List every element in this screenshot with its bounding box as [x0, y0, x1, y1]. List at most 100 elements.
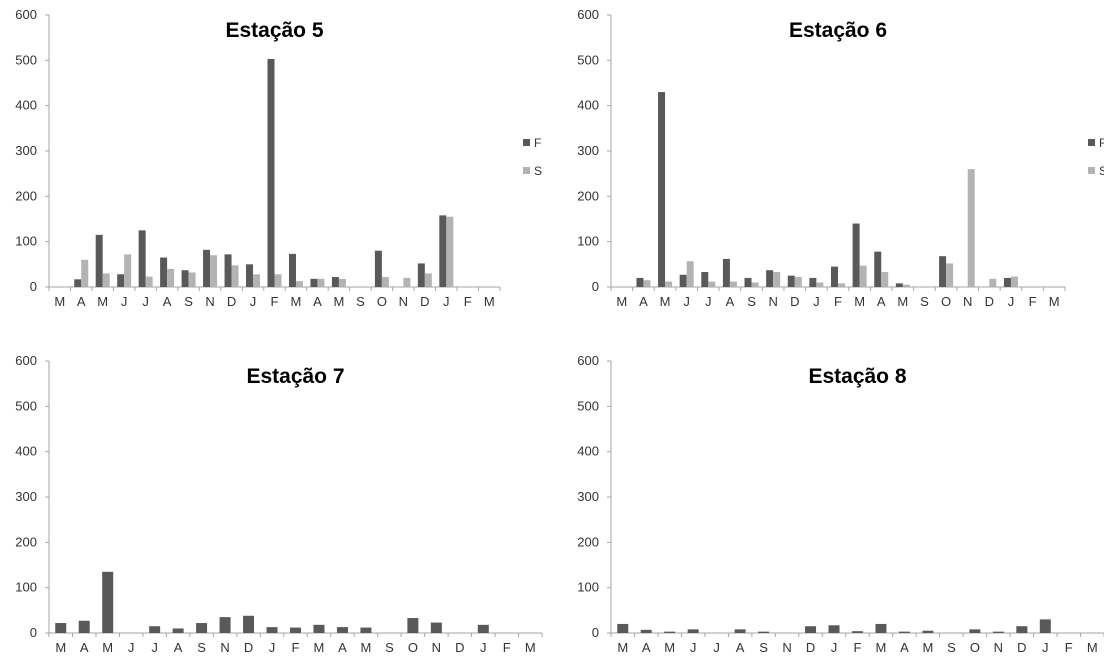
bar: [149, 626, 161, 633]
bar: [687, 629, 699, 633]
y-tick-label: 400: [15, 444, 37, 459]
bar-s: [708, 281, 716, 287]
x-tick-label: F: [292, 640, 300, 655]
bar-f: [288, 253, 296, 287]
y-tick-label: 600: [577, 7, 599, 22]
x-tick-label: N: [963, 294, 972, 309]
bar-s: [317, 278, 325, 287]
bar-f: [160, 257, 168, 287]
bar-f: [809, 277, 817, 287]
bar-f: [310, 278, 318, 287]
x-tick-label: N: [432, 640, 441, 655]
x-tick-label: S: [920, 294, 929, 309]
x-tick-label: J: [690, 640, 697, 655]
y-tick-label: 300: [577, 143, 599, 158]
bar: [969, 629, 981, 633]
bar-s: [81, 259, 89, 287]
bar: [290, 627, 301, 633]
bar-f: [895, 283, 903, 287]
bar-f: [181, 270, 189, 287]
bar: [734, 629, 746, 633]
bar-f: [701, 272, 709, 287]
x-tick-label: J: [443, 294, 450, 309]
x-tick-label: M: [334, 294, 345, 309]
x-tick-label: J: [831, 640, 838, 655]
bar: [828, 625, 840, 633]
bar-f: [203, 249, 211, 287]
bar-s: [295, 281, 303, 287]
bar-s: [946, 263, 954, 287]
bar: [898, 631, 910, 633]
bar-s: [665, 281, 673, 287]
y-tick-label: 300: [15, 143, 37, 158]
bar-s: [751, 282, 759, 287]
bar: [805, 626, 817, 633]
x-tick-label: S: [759, 640, 768, 655]
x-tick-label: D: [985, 294, 994, 309]
bar-s: [253, 274, 261, 287]
x-tick-label: D: [227, 294, 236, 309]
bar: [1039, 619, 1051, 633]
x-tick-label: J: [813, 294, 820, 309]
bar: [617, 623, 629, 633]
bar: [243, 615, 255, 633]
x-tick-label: O: [377, 294, 387, 309]
x-tick-label: N: [782, 640, 791, 655]
x-tick-label: D: [790, 294, 799, 309]
bar-s: [989, 278, 997, 287]
x-tick-label: J: [151, 640, 158, 655]
bar: [196, 623, 208, 633]
x-tick-label: M: [897, 294, 908, 309]
y-tick-label: 500: [15, 52, 37, 67]
bar-f: [1003, 277, 1011, 287]
bar-f: [766, 270, 774, 287]
x-tick-label: D: [420, 294, 429, 309]
y-tick-label: 300: [577, 489, 599, 504]
legend-swatch: [1088, 167, 1095, 174]
x-tick-label: M: [484, 294, 495, 309]
y-tick-label: 200: [577, 534, 599, 549]
y-tick-label: 100: [577, 580, 599, 595]
x-tick-label: M: [291, 294, 302, 309]
x-tick-label: J: [1008, 294, 1015, 309]
x-tick-label: M: [55, 640, 66, 655]
bar-f: [787, 275, 795, 287]
x-tick-label: F: [503, 640, 511, 655]
y-tick-label: 500: [577, 398, 599, 413]
bar-f: [874, 251, 882, 287]
x-tick-label: M: [525, 640, 536, 655]
bar: [852, 631, 863, 633]
x-tick-label: N: [220, 640, 229, 655]
x-tick-label: J: [1042, 640, 1049, 655]
bar-f: [74, 279, 82, 287]
bar-f: [439, 215, 447, 287]
x-tick-label: N: [768, 294, 777, 309]
bar: [219, 617, 231, 633]
y-tick-label: 500: [577, 52, 599, 67]
y-tick-label: 100: [15, 234, 37, 249]
y-tick-label: 400: [577, 98, 599, 113]
bar: [360, 627, 372, 633]
y-tick-label: 200: [15, 534, 37, 549]
bar-s: [643, 280, 651, 287]
bar-f: [138, 230, 146, 287]
bar-s: [274, 274, 282, 287]
x-tick-label: M: [876, 640, 887, 655]
bar: [640, 629, 652, 633]
legend-label: S: [534, 164, 542, 178]
x-tick-label: J: [128, 640, 135, 655]
bar-f: [636, 277, 644, 287]
bar-s: [794, 277, 802, 287]
x-tick-label: N: [399, 294, 408, 309]
x-tick-label: M: [664, 640, 675, 655]
y-tick-label: 400: [577, 444, 599, 459]
x-tick-label: F: [1029, 294, 1037, 309]
x-tick-label: A: [726, 294, 735, 309]
bar-f: [658, 92, 666, 287]
x-tick-label: S: [385, 640, 394, 655]
y-tick-label: 0: [30, 625, 37, 640]
y-tick-label: 600: [577, 353, 599, 368]
x-tick-label: N: [205, 294, 214, 309]
x-tick-label: S: [184, 294, 193, 309]
